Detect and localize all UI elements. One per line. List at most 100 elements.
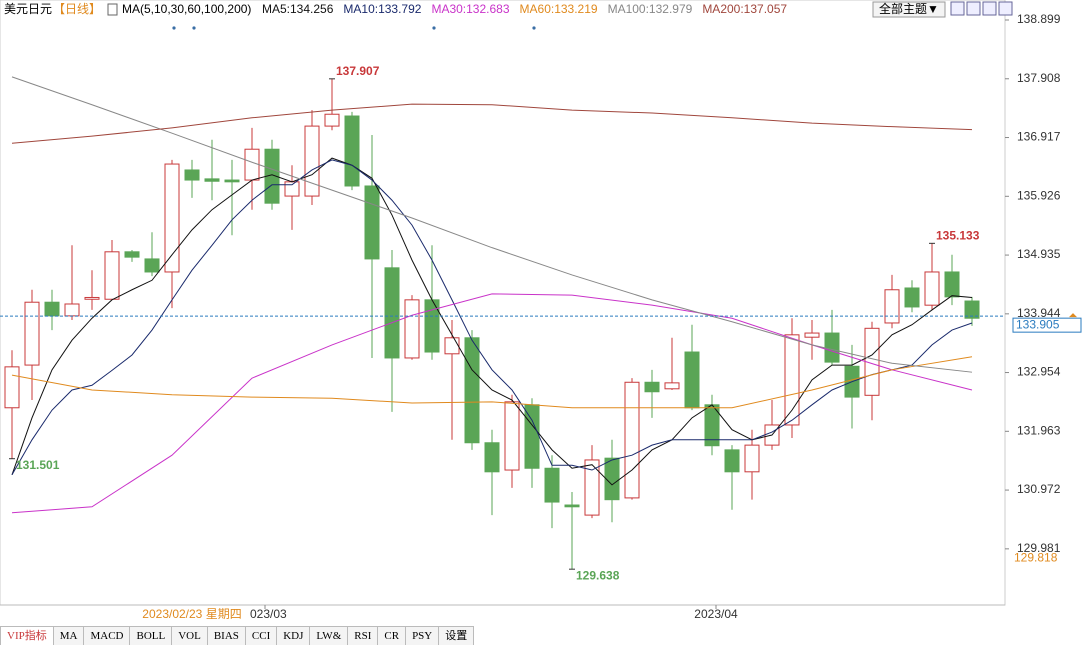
candle-body bbox=[584, 459, 600, 516]
indicator-tab[interactable]: MACD bbox=[83, 626, 131, 645]
candle-body bbox=[364, 185, 380, 260]
ma-label: MA(5,10,30,60,100,200) bbox=[122, 2, 251, 16]
indicator-tab[interactable]: MA bbox=[52, 626, 85, 645]
candle-body bbox=[4, 366, 20, 409]
candle-body bbox=[44, 301, 60, 317]
candle-body bbox=[204, 178, 220, 182]
legend-entry: MA200:137.057 bbox=[702, 2, 787, 16]
candle-body bbox=[464, 337, 480, 444]
x-tick-label: 2023/04 bbox=[694, 607, 738, 621]
candle-body bbox=[104, 251, 120, 300]
candle-body bbox=[664, 382, 680, 390]
y-tick-label: 137.908 bbox=[1017, 71, 1061, 85]
candle-body bbox=[884, 289, 900, 324]
candle-body bbox=[84, 296, 100, 300]
indicator-tab[interactable]: KDJ bbox=[276, 626, 311, 645]
indicator-tab[interactable]: CR bbox=[377, 626, 407, 645]
candle-body bbox=[224, 179, 240, 183]
current-price-label: 133.905 bbox=[1016, 317, 1060, 331]
indicator-tabs: VIP指标 MA MACD BOLL VOL BIAS CCI KDJ LW& RSI CR PSY 设… bbox=[0, 626, 475, 645]
event-dot bbox=[172, 26, 176, 30]
candle-body bbox=[804, 332, 820, 338]
legend-entry: MA5:134.256 bbox=[262, 2, 334, 16]
indicator-tab[interactable]: BOLL bbox=[129, 626, 173, 645]
candle-body bbox=[64, 303, 80, 317]
candle-body bbox=[944, 271, 960, 298]
candle-body bbox=[684, 351, 700, 409]
y-tick-label: 138.899 bbox=[1017, 12, 1061, 26]
candle-body bbox=[144, 258, 160, 273]
legend-entry: MA30:132.683 bbox=[431, 2, 509, 16]
tool-icon[interactable] bbox=[998, 1, 1013, 16]
legend-entry: MA10:133.792 bbox=[343, 2, 421, 16]
y-tick-label: 131.963 bbox=[1017, 423, 1061, 437]
y-tick-label: 129.981 bbox=[1017, 541, 1061, 555]
current-price-arrow bbox=[1069, 313, 1077, 318]
candle-body bbox=[304, 125, 320, 197]
ma-icon[interactable] bbox=[107, 3, 118, 16]
candle-body bbox=[324, 113, 340, 127]
chart: 美元日元 【日线】 MA(5,10,30,60,100,200) 全部主题▼ M… bbox=[0, 0, 1082, 623]
indicator-tab[interactable]: VOL bbox=[171, 626, 208, 645]
candle-body bbox=[284, 181, 300, 197]
legend-entry: MA100:132.979 bbox=[608, 2, 693, 16]
candle-body bbox=[744, 444, 760, 473]
ma-line bbox=[11, 157, 973, 486]
theme-button-label[interactable]: 全部主题▼ bbox=[879, 1, 939, 16]
y-tick-label: 134.935 bbox=[1017, 247, 1061, 261]
indicator-tab[interactable]: LW& bbox=[309, 626, 349, 645]
candle-body bbox=[724, 449, 740, 473]
indicator-tab[interactable]: RSI bbox=[347, 626, 379, 645]
y-tick-label: 133.944 bbox=[1017, 306, 1061, 320]
candle-body bbox=[344, 115, 360, 187]
indicator-tab[interactable]: BIAS bbox=[206, 626, 246, 645]
tool-icon[interactable] bbox=[950, 1, 965, 16]
candle-body bbox=[904, 287, 920, 308]
candle-body bbox=[124, 251, 140, 258]
tool-icon[interactable] bbox=[966, 1, 981, 16]
period-label: 【日线】 bbox=[53, 2, 101, 16]
candle-body bbox=[544, 467, 560, 503]
candle-body bbox=[164, 163, 180, 273]
candle-body bbox=[644, 381, 660, 393]
theme-button[interactable] bbox=[872, 1, 946, 18]
legend-entry: MA60:133.219 bbox=[520, 2, 598, 16]
ma-line bbox=[11, 76, 973, 373]
indicator-tab[interactable]: 设置 bbox=[438, 626, 475, 645]
candle-body bbox=[564, 504, 580, 508]
tool-icon[interactable] bbox=[982, 1, 997, 16]
candle-body bbox=[24, 301, 40, 366]
candle-body bbox=[624, 381, 640, 499]
candle-body bbox=[184, 169, 200, 181]
ma-line bbox=[11, 103, 973, 144]
candle-body bbox=[384, 267, 400, 359]
event-dot bbox=[432, 26, 436, 30]
event-dot bbox=[532, 26, 536, 30]
x-tick-label: 2023/03 bbox=[243, 607, 287, 621]
candle-body bbox=[524, 404, 540, 469]
y-tick-label: 132.954 bbox=[1017, 365, 1061, 379]
candle-body bbox=[784, 334, 800, 426]
chart-title: 美元日元 bbox=[4, 2, 52, 16]
candle-body bbox=[504, 401, 520, 471]
candle-body bbox=[924, 271, 940, 306]
candle-body bbox=[964, 300, 980, 319]
candle-body bbox=[604, 457, 620, 501]
ma-line bbox=[11, 356, 973, 409]
ma-line bbox=[11, 159, 973, 476]
indicator-tab[interactable]: VIP指标 bbox=[0, 626, 54, 645]
current-price-box bbox=[1012, 317, 1082, 333]
extreme-label: 137.907 bbox=[336, 64, 380, 78]
candle-body bbox=[404, 299, 420, 359]
candle-body bbox=[244, 148, 260, 181]
candle-body bbox=[444, 337, 460, 355]
extreme-label: 131.501 bbox=[16, 458, 60, 472]
y-tick-label: 136.917 bbox=[1017, 130, 1061, 144]
indicator-tab[interactable]: PSY bbox=[405, 626, 440, 645]
indicator-tab[interactable]: CCI bbox=[244, 626, 278, 645]
plot-frame bbox=[0, 0, 1006, 606]
price-marker-label: 129.818 bbox=[1014, 551, 1058, 565]
extreme-label: 135.133 bbox=[936, 228, 980, 242]
event-dot bbox=[192, 26, 196, 30]
